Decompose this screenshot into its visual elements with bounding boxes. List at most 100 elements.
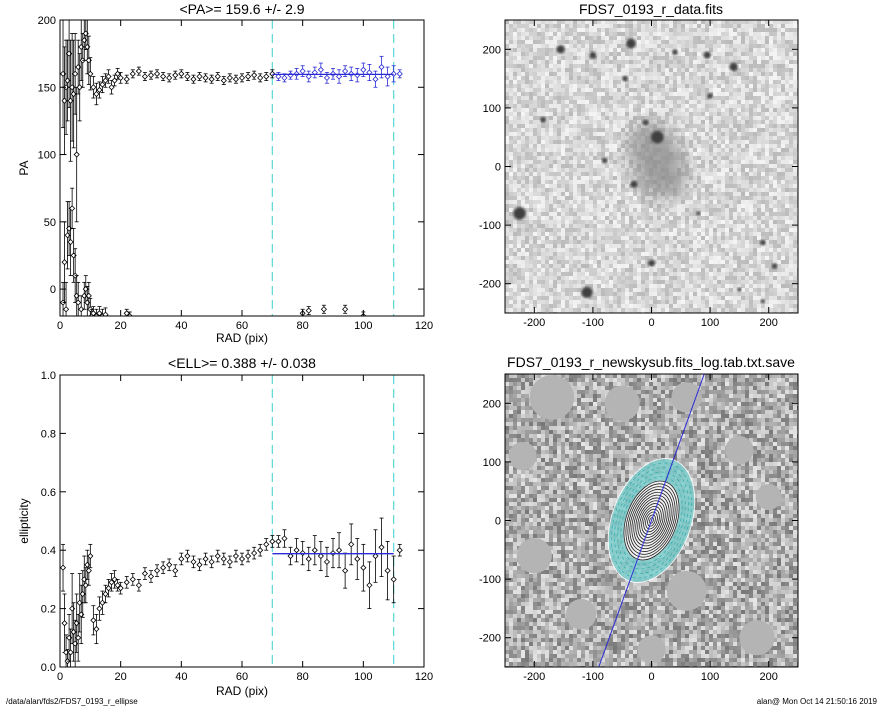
- noise-pixel: [649, 204, 653, 208]
- noise-pixel: [521, 228, 525, 232]
- noise-pixel: [617, 180, 621, 184]
- noise-pixel: [633, 92, 637, 96]
- noise-pixel: [785, 84, 789, 88]
- noise-pixel: [749, 132, 753, 136]
- noise-pixel: [613, 84, 617, 88]
- noise-pixel: [653, 76, 657, 80]
- data-point: [93, 312, 100, 316]
- noise-pixel: [565, 60, 569, 64]
- noise-pixel: [725, 240, 729, 244]
- noise-pixel: [649, 232, 653, 236]
- noise-pixel: [529, 188, 533, 192]
- noise-pixel: [701, 236, 705, 240]
- noise-pixel: [709, 48, 713, 52]
- noise-pixel: [509, 120, 513, 124]
- noise-pixel: [609, 152, 613, 156]
- noise-pixel: [673, 200, 677, 204]
- noise-pixel: [785, 176, 789, 180]
- noise-pixel: [597, 224, 601, 228]
- noise-pixel: [741, 96, 745, 100]
- noise-pixel: [541, 136, 545, 140]
- noise-pixel: [673, 88, 677, 92]
- noise-pixel: [753, 232, 757, 236]
- noise-pixel: [537, 104, 541, 108]
- noise-pixel: [725, 96, 729, 100]
- noise-pixel: [745, 96, 749, 100]
- noise-pixel: [669, 52, 673, 56]
- noise-pixel: [761, 160, 765, 164]
- noise-pixel: [589, 76, 593, 80]
- noise-pixel: [545, 156, 549, 160]
- noise-pixel: [733, 160, 737, 164]
- noise-pixel: [725, 160, 729, 164]
- noise-pixel: [553, 124, 557, 128]
- noise-pixel: [629, 68, 633, 72]
- noise-pixel: [549, 200, 553, 204]
- noise-pixel: [589, 116, 593, 120]
- noise-pixel: [761, 208, 765, 212]
- noise-pixel: [729, 96, 733, 100]
- noise-pixel: [613, 224, 617, 228]
- noise-pixel: [561, 160, 565, 164]
- data-point: [82, 582, 89, 589]
- noise-pixel: [645, 32, 649, 36]
- noise-pixel: [713, 44, 717, 48]
- noise-pixel: [789, 148, 793, 152]
- noise-pixel: [741, 168, 745, 172]
- noise-pixel: [581, 76, 585, 80]
- noise-pixel: [689, 116, 693, 120]
- noise-pixel: [601, 60, 605, 64]
- noise-pixel: [789, 72, 793, 76]
- noise-pixel: [525, 228, 529, 232]
- noise-pixel: [533, 36, 537, 40]
- noise-pixel: [749, 120, 753, 124]
- noise-pixel: [641, 228, 645, 232]
- noise-pixel: [513, 76, 517, 80]
- noise-pixel: [549, 132, 553, 136]
- noise-pixel: [721, 192, 725, 196]
- noise-pixel: [637, 232, 641, 236]
- noise-pixel: [781, 168, 785, 172]
- noise-pixel: [521, 184, 525, 188]
- noise-pixel: [525, 88, 529, 92]
- noise-pixel: [693, 232, 697, 236]
- noise-pixel: [753, 216, 757, 220]
- noise-pixel: [541, 108, 545, 112]
- noise-pixel: [761, 212, 765, 216]
- noise-pixel: [733, 96, 737, 100]
- noise-pixel: [725, 40, 729, 44]
- noise-pixel: [677, 76, 681, 80]
- noise-pixel: [585, 104, 589, 108]
- noise-pixel: [701, 32, 705, 36]
- noise-pixel: [669, 24, 673, 28]
- noise-pixel: [645, 204, 649, 208]
- noise-pixel: [673, 232, 677, 236]
- noise-pixel: [633, 192, 637, 196]
- noise-pixel: [781, 84, 785, 88]
- noise-pixel: [517, 200, 521, 204]
- noise-pixel: [637, 32, 641, 36]
- noise-pixel: [777, 24, 781, 28]
- noise-pixel: [569, 144, 573, 148]
- noise-pixel: [729, 104, 733, 108]
- noise-pixel: [757, 216, 761, 220]
- noise-pixel: [697, 236, 701, 240]
- noise-pixel: [537, 172, 541, 176]
- noise-pixel: [581, 100, 585, 104]
- noise-pixel: [653, 232, 657, 236]
- noise-pixel: [753, 104, 757, 108]
- noise-pixel: [553, 108, 557, 112]
- noise-pixel: [553, 120, 557, 124]
- noise-pixel: [693, 188, 697, 192]
- noise-pixel: [637, 100, 641, 104]
- noise-pixel: [517, 184, 521, 188]
- noise-pixel: [537, 212, 541, 216]
- noise-pixel: [525, 200, 529, 204]
- noise-pixel: [625, 136, 629, 140]
- noise-pixel: [561, 60, 565, 64]
- noise-pixel: [613, 192, 617, 196]
- noise-pixel: [693, 60, 697, 64]
- noise-pixel: [521, 96, 525, 100]
- noise-pixel: [605, 44, 609, 48]
- noise-pixel: [649, 72, 653, 76]
